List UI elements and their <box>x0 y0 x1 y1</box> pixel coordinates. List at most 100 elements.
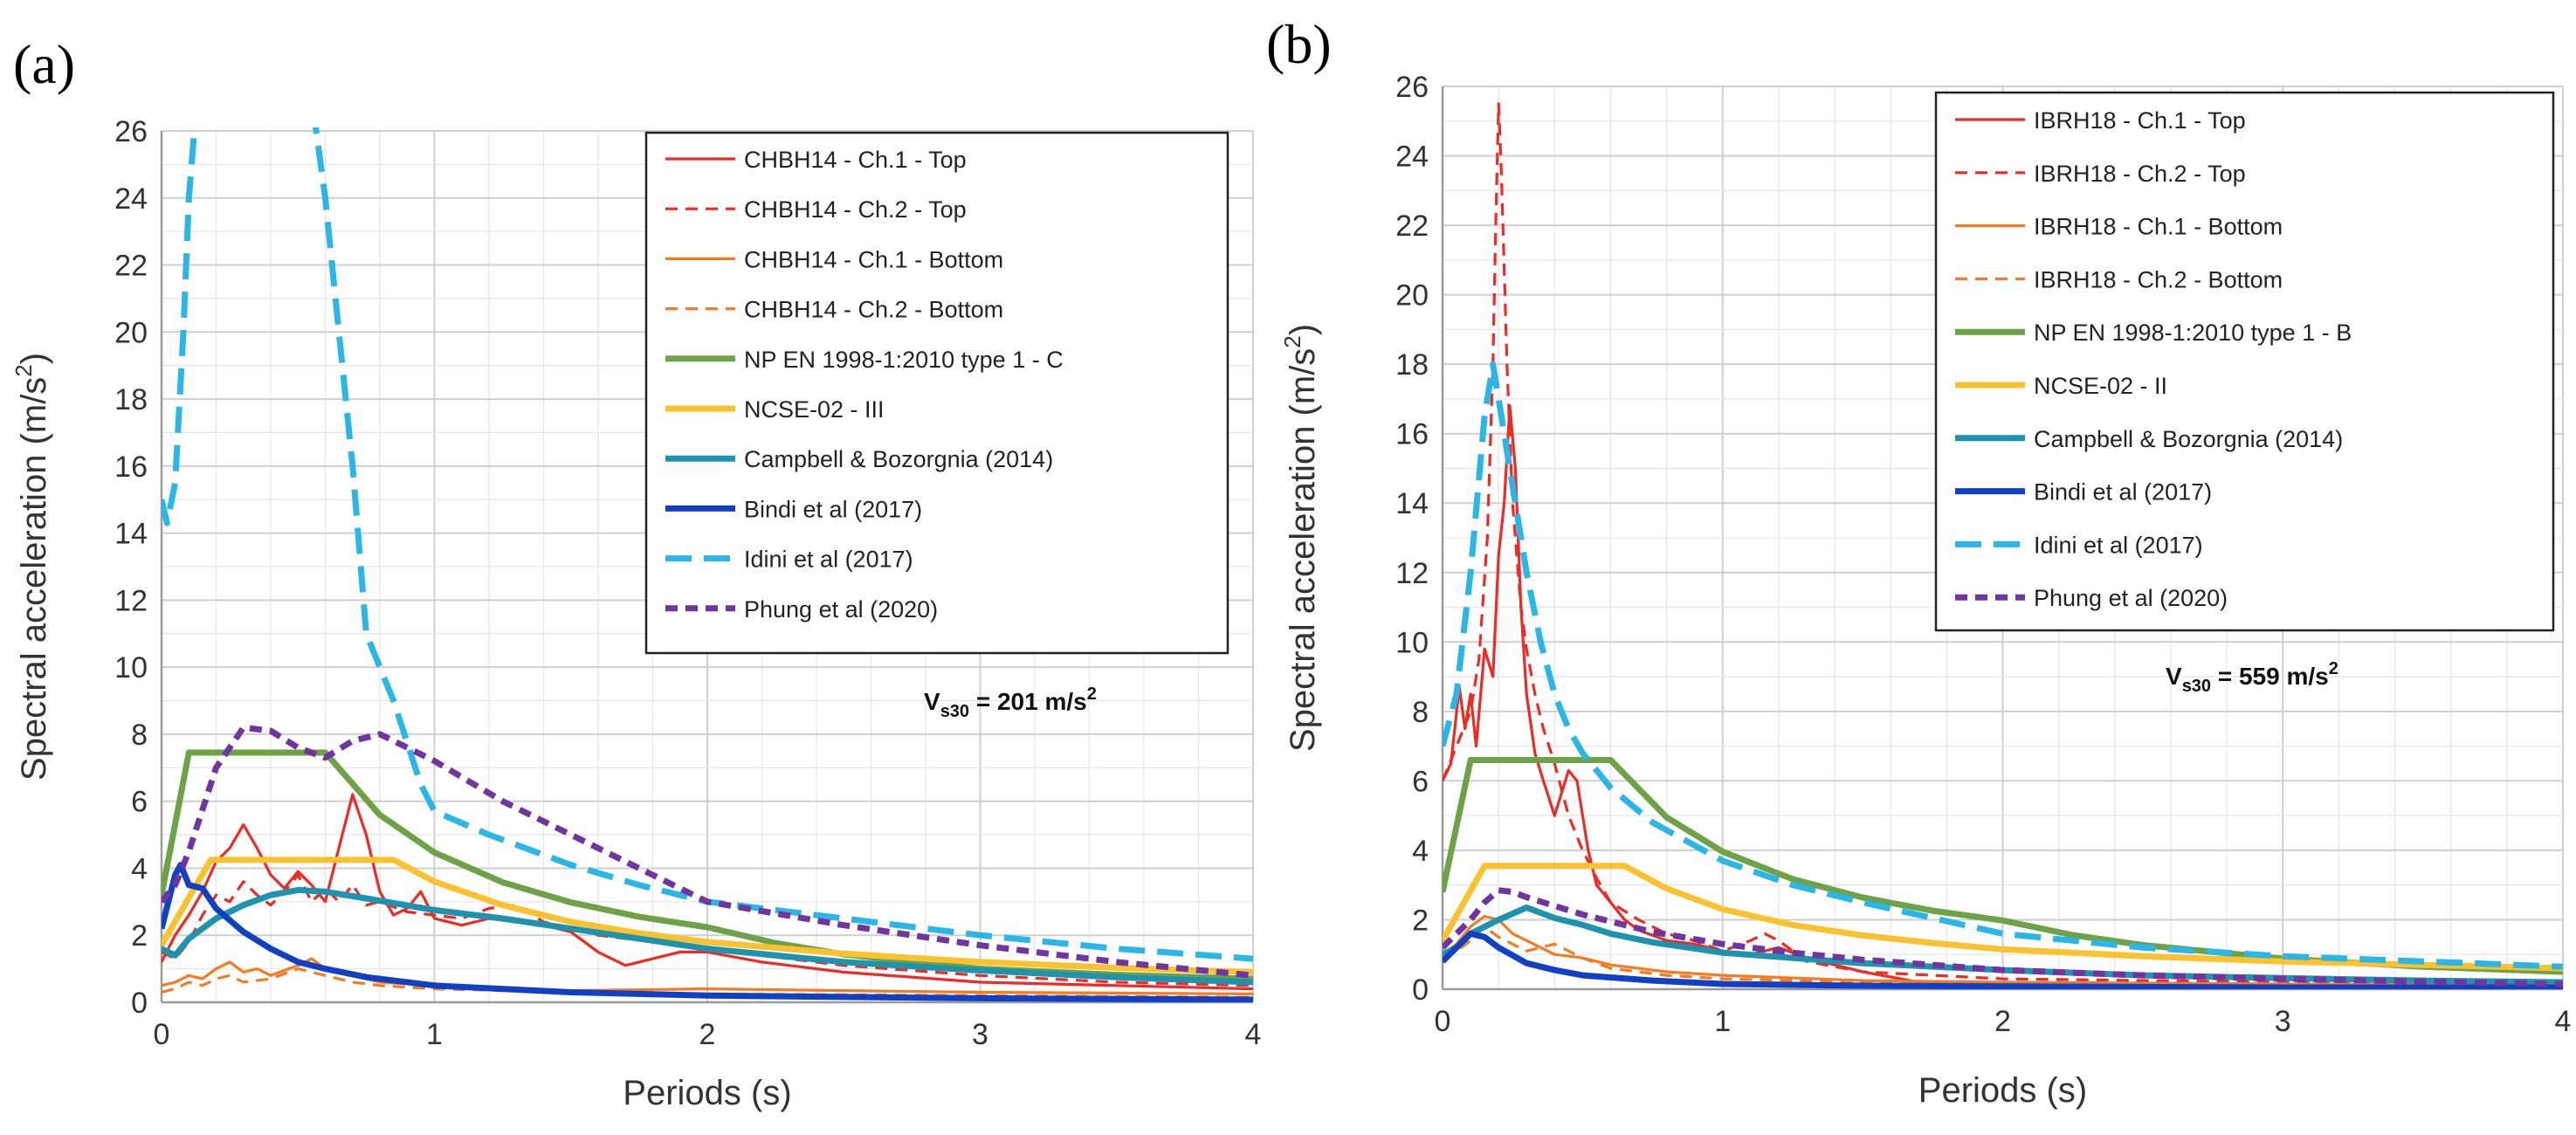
series-line-2 <box>1443 914 2563 987</box>
y-tick-label: 14 <box>1395 487 1429 520</box>
series-line-5 <box>1443 863 2563 972</box>
y-tick-label: 10 <box>114 651 148 684</box>
legend-label: Phung et al (2020) <box>2034 585 2228 611</box>
legend-box <box>644 131 1229 655</box>
x-tick-label: 1 <box>1714 1005 1731 1038</box>
legend-label: NCSE-02 - II <box>2034 373 2167 399</box>
series-line-0 <box>1443 404 2563 988</box>
vs30-sup: 2 <box>1087 684 1097 704</box>
legend-label: Idini et al (2017) <box>2034 532 2203 558</box>
vs30-annotation: Vs30 = 201 m/s2 <box>924 684 1097 721</box>
y-axis-title-close: ) <box>1284 324 1322 335</box>
legend: CHBH14 - Ch.1 - Top CHBH14 - Ch.2 - Top CH… <box>644 131 1229 655</box>
series-line-6 <box>1443 905 2563 986</box>
series-line-9 <box>1443 887 2563 987</box>
y-axis-title-main: Spectral acceleration (m/s <box>1284 348 1322 752</box>
legend-box <box>1934 91 2555 632</box>
panel-label: (b) <box>1266 13 1332 75</box>
legend-label: Phung et al (2020) <box>744 596 938 623</box>
y-tick-label: 14 <box>114 518 148 551</box>
series-line-0 <box>162 793 1253 991</box>
series-line-7 <box>162 862 1253 1002</box>
x-tick-label: 4 <box>1245 1018 1262 1051</box>
series-line-8 <box>1443 361 2563 970</box>
y-tick-label: 0 <box>131 987 148 1020</box>
x-tick-label: 4 <box>2555 1005 2572 1038</box>
series-group <box>162 127 1253 1002</box>
vs30-value: = 201 m/s <box>969 688 1087 715</box>
y-axis-title-sup: 2 <box>1279 335 1305 347</box>
x-tick-label: 2 <box>699 1018 716 1051</box>
series-line-8 <box>162 127 1253 962</box>
y-tick-label: 16 <box>114 451 148 484</box>
legend-label: IBRH18 - Ch.2 - Top <box>2034 161 2246 187</box>
y-tick-label: 6 <box>1412 765 1429 798</box>
y-tick-label: 2 <box>131 919 148 953</box>
y-tick-label: 22 <box>1395 210 1429 243</box>
y-tick-label: 18 <box>1395 348 1429 382</box>
vs30-sub: s30 <box>940 702 969 721</box>
y-tick-label: 16 <box>1395 418 1429 451</box>
y-tick-label: 26 <box>1395 71 1429 104</box>
y-tick-label: 8 <box>1412 696 1429 729</box>
y-axis-title-close: ) <box>15 353 53 364</box>
series-line-7 <box>1443 930 2563 989</box>
x-tick-label: 3 <box>2275 1005 2291 1038</box>
legend-label: Bindi et al (2017) <box>744 496 922 522</box>
x-tick-label: 2 <box>1994 1005 2011 1038</box>
x-tick-label: 1 <box>426 1018 443 1051</box>
x-tick-label: 0 <box>154 1018 170 1051</box>
legend-label: IBRH18 - Ch.1 - Top <box>2034 107 2246 134</box>
x-axis-title: Periods (s) <box>1918 1071 2087 1110</box>
y-tick-label: 12 <box>1395 557 1429 590</box>
legend-label: CHBH14 - Ch.2 - Bottom <box>744 297 1003 323</box>
y-tick-label: 20 <box>1395 279 1429 313</box>
series-line-2 <box>162 957 1253 995</box>
vs30-sup: 2 <box>2329 659 2338 678</box>
y-tick-label: 22 <box>114 250 148 283</box>
panel-label: (a) <box>13 33 75 95</box>
legend-label: Idini et al (2017) <box>744 547 913 573</box>
vs30-annotation: Vs30 = 559 m/s2 <box>2166 659 2338 696</box>
y-axis-title: Spectral acceleration (m/s2) <box>1279 324 1322 752</box>
y-axis-title-sup: 2 <box>10 364 37 376</box>
series-line-9 <box>162 724 1253 979</box>
series-line-6 <box>162 886 1253 986</box>
series-line-5 <box>162 856 1253 975</box>
y-tick-label: 4 <box>131 852 148 885</box>
x-tick-label: 3 <box>972 1018 988 1051</box>
legend-label: Bindi et al (2017) <box>2034 479 2212 506</box>
vs30-value: = 559 m/s <box>2211 663 2329 690</box>
legend-label: CHBH14 - Ch.1 - Bottom <box>744 246 1003 272</box>
y-axis-title-main: Spectral acceleration (m/s <box>15 377 53 781</box>
y-tick-label: 8 <box>131 719 148 752</box>
y-tick-label: 6 <box>131 786 148 819</box>
y-tick-label: 20 <box>114 316 148 349</box>
legend-label: NCSE-02 - III <box>744 396 885 423</box>
y-axis-title: Spectral acceleration (m/s2) <box>10 353 53 781</box>
vs30-prefix: V <box>2166 663 2182 690</box>
y-tick-label: 12 <box>114 584 148 617</box>
legend-label: CHBH14 - Ch.2 - Top <box>744 196 967 223</box>
x-tick-label: 0 <box>1435 1005 1451 1038</box>
series-line-1 <box>1443 102 2563 986</box>
y-tick-label: 24 <box>114 182 148 216</box>
vs30-prefix: V <box>924 688 940 715</box>
legend-label: IBRH18 - Ch.1 - Bottom <box>2034 214 2283 240</box>
legend-label: NP EN 1998-1:2010 type 1 - B <box>2034 320 2352 346</box>
x-axis-title: Periods (s) <box>623 1074 791 1112</box>
legend-label: Campbell & Bozorgnia (2014) <box>744 446 1053 472</box>
legend-label: IBRH18 - Ch.2 - Bottom <box>2034 266 2283 292</box>
legend: IBRH18 - Ch.1 - Top IBRH18 - Ch.2 - Top IB… <box>1934 91 2555 632</box>
y-tick-label: 24 <box>1395 141 1429 174</box>
y-tick-label: 18 <box>114 383 148 416</box>
y-tick-label: 26 <box>114 115 148 148</box>
legend-label: CHBH14 - Ch.1 - Top <box>744 147 967 173</box>
y-tick-label: 10 <box>1395 626 1429 659</box>
y-tick-label: 0 <box>1412 973 1429 1007</box>
y-tick-label: 4 <box>1412 835 1429 868</box>
legend-label: Campbell & Bozorgnia (2014) <box>2034 426 2343 452</box>
